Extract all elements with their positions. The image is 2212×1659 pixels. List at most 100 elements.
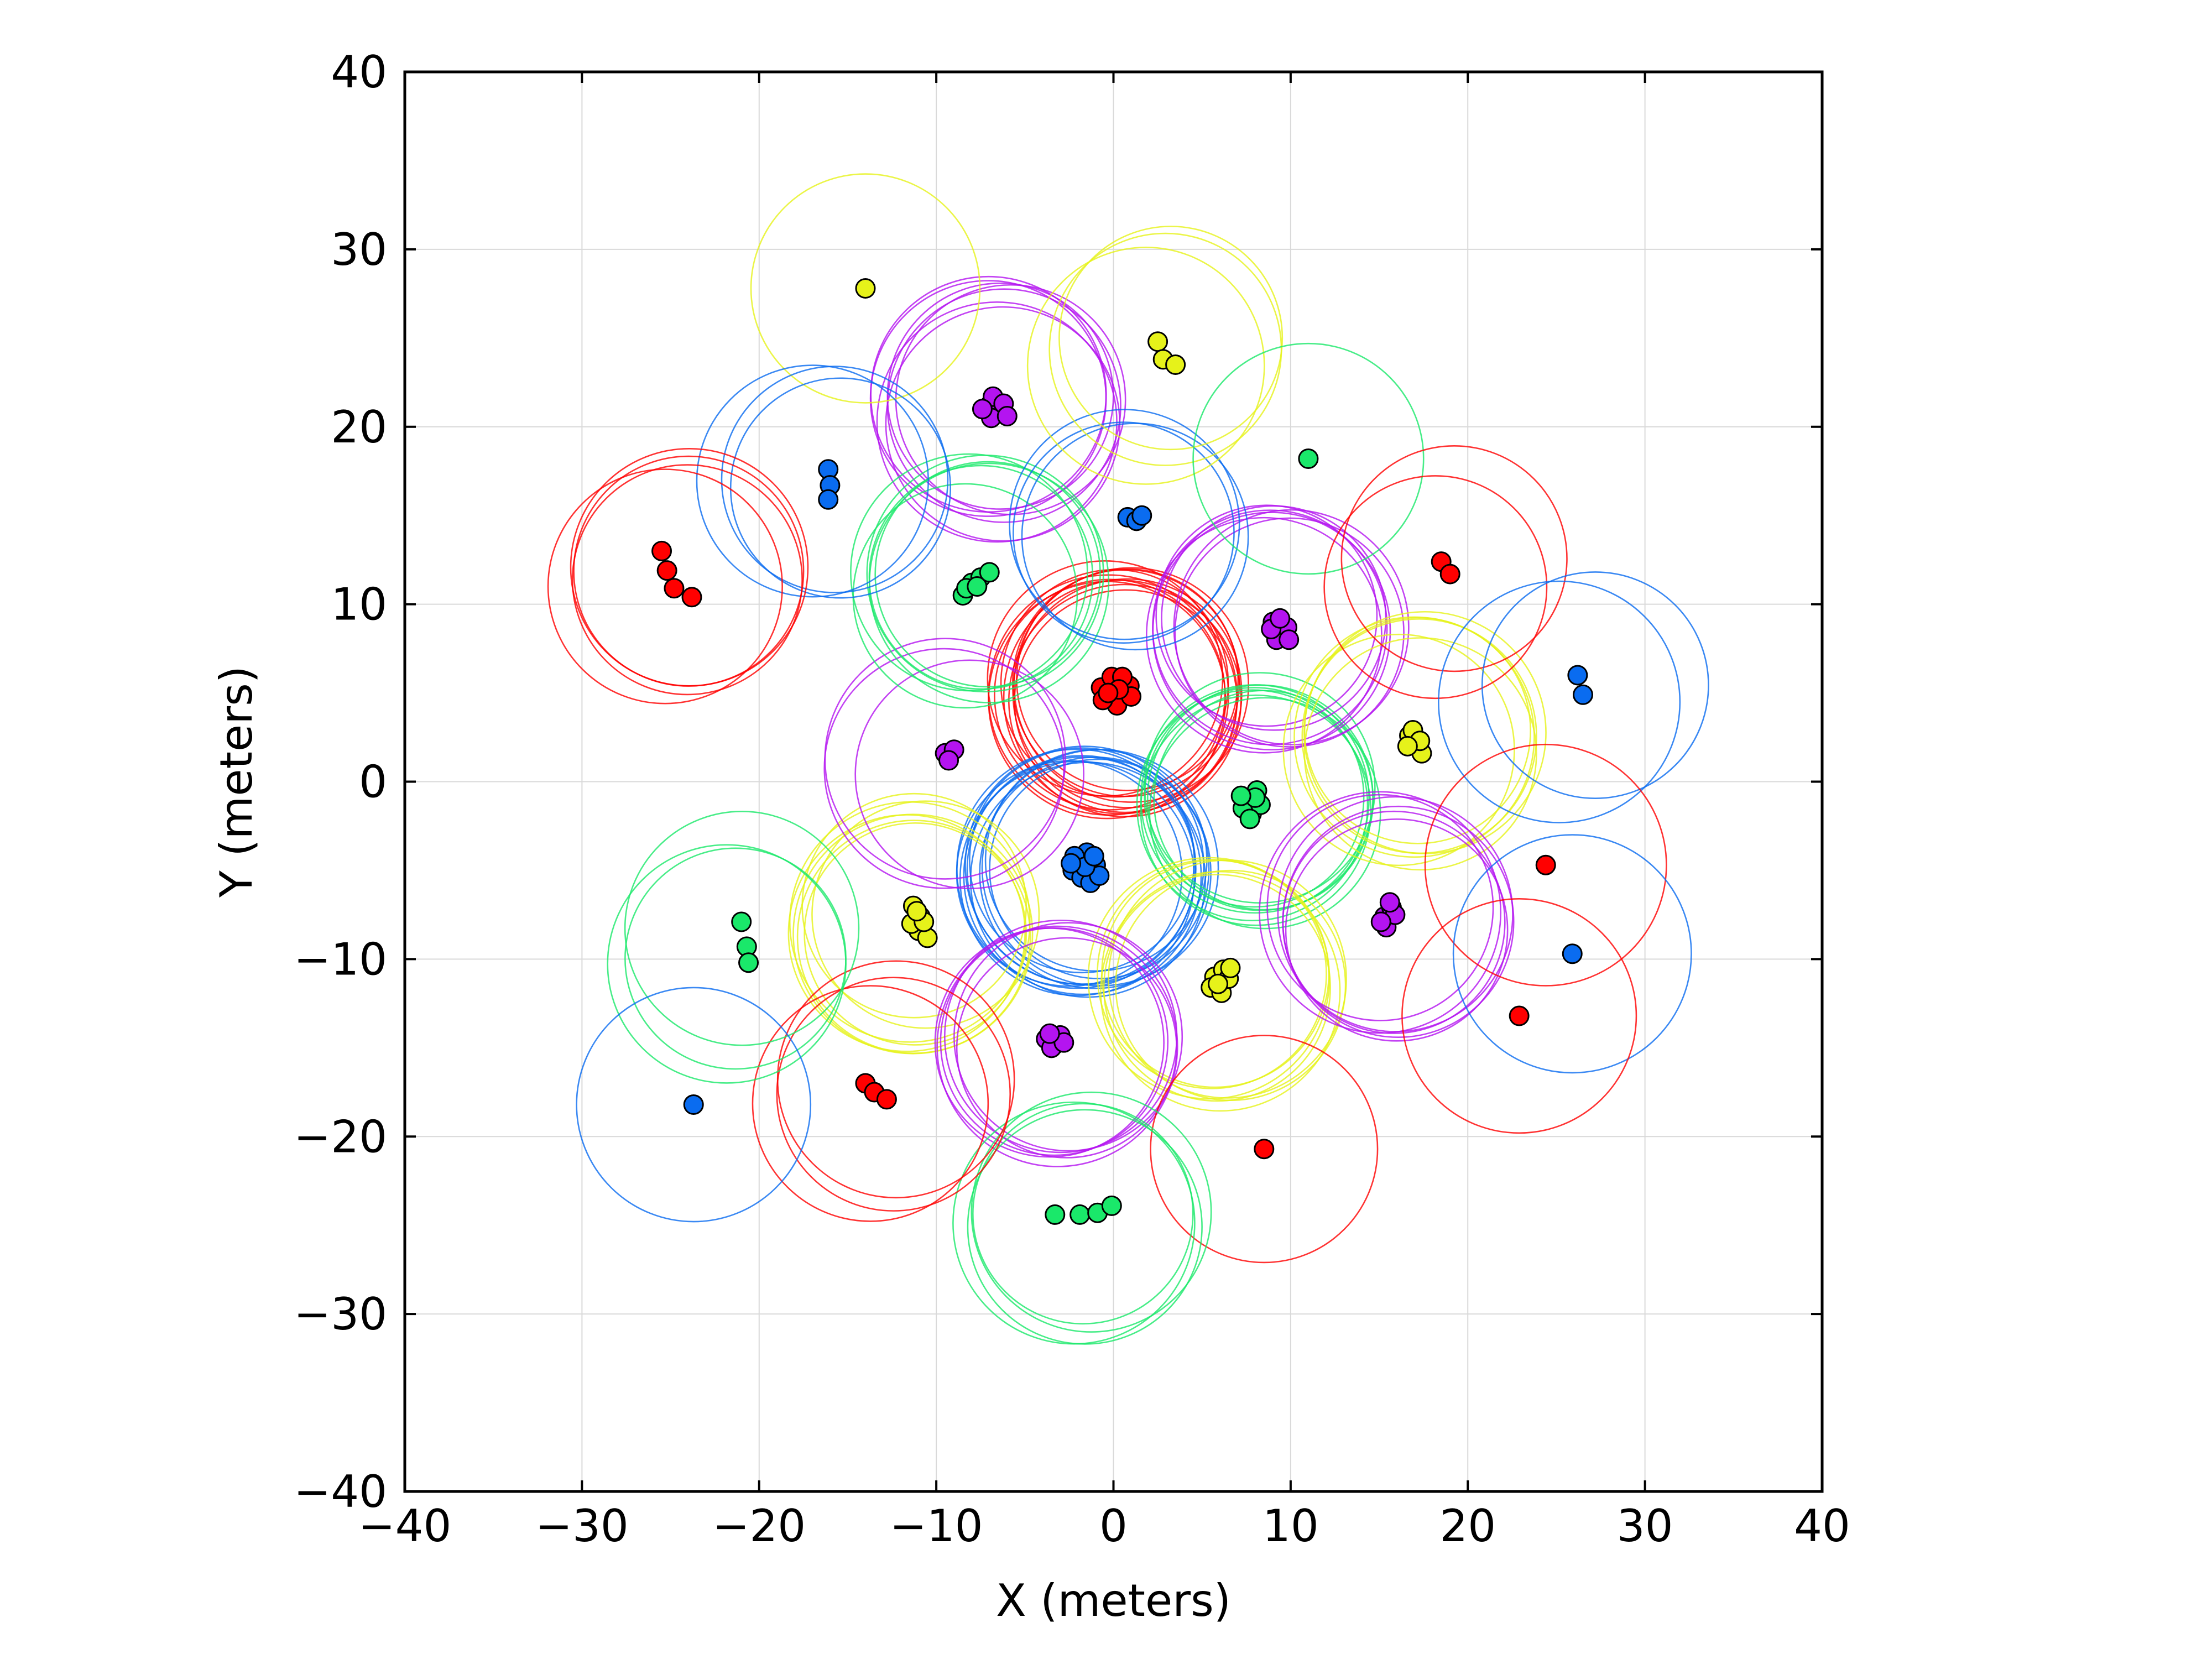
range-circle-red xyxy=(1150,1035,1379,1264)
point-blue xyxy=(1061,853,1082,874)
range-circle-red xyxy=(547,468,783,705)
x-tick-label: −20 xyxy=(712,1500,806,1552)
range-circle-purple xyxy=(956,937,1177,1159)
range-circle-red xyxy=(1323,475,1548,700)
point-red xyxy=(1098,682,1119,703)
y-tick-label: 30 xyxy=(331,224,387,275)
range-circle-red xyxy=(1424,743,1667,987)
range-circle-blue xyxy=(729,377,951,599)
point-green xyxy=(731,911,752,932)
range-circle-yellow xyxy=(1058,226,1284,451)
point-blue xyxy=(1083,846,1104,867)
range-circle-blue xyxy=(1009,409,1240,640)
point-red xyxy=(651,540,672,561)
y-tick-label: −10 xyxy=(294,933,387,985)
point-purple xyxy=(1379,892,1400,913)
point-purple xyxy=(1270,608,1291,629)
range-circle-green xyxy=(952,1101,1196,1345)
range-circle-yellow xyxy=(1097,858,1327,1089)
range-circle-purple xyxy=(936,925,1178,1167)
point-blue xyxy=(1567,665,1588,686)
range-circle-green xyxy=(1192,342,1425,575)
point-green xyxy=(738,952,759,973)
range-circle-red xyxy=(573,455,805,687)
y-axis-title: Y (meters) xyxy=(211,666,262,898)
range-circle-green xyxy=(972,1103,1194,1325)
range-circle-yellow xyxy=(1115,869,1347,1101)
range-circle-blue xyxy=(1481,571,1709,799)
range-circle-red xyxy=(776,977,1011,1212)
range-circle-purple xyxy=(1277,796,1514,1032)
point-red xyxy=(1509,1005,1530,1026)
point-green xyxy=(1298,448,1319,469)
range-circle-green xyxy=(1136,689,1369,921)
range-circle-yellow xyxy=(801,792,1027,1019)
range-circle-purple xyxy=(869,280,1107,517)
range-circle-green xyxy=(874,461,1101,688)
range-circle-green xyxy=(1146,684,1374,911)
range-circle-red xyxy=(1340,445,1568,672)
point-purple xyxy=(1039,1023,1060,1044)
range-circle-yellow xyxy=(1100,870,1341,1112)
range-circle-blue xyxy=(989,758,1210,979)
range-circle-yellow xyxy=(1303,637,1537,871)
range-circle-yellow xyxy=(1108,859,1347,1099)
y-tick-label: −30 xyxy=(294,1288,387,1340)
range-circle-red xyxy=(1401,898,1637,1134)
y-tick-label: 20 xyxy=(331,401,387,453)
x-tick-label: 40 xyxy=(1794,1500,1850,1552)
range-circle-yellow xyxy=(750,173,981,404)
point-blue xyxy=(683,1094,704,1115)
point-blue xyxy=(818,489,839,510)
point-green xyxy=(979,562,1000,583)
x-tick-label: −30 xyxy=(535,1500,629,1552)
range-circle-purple xyxy=(1282,810,1506,1034)
y-tick-label: −20 xyxy=(294,1111,387,1162)
range-circle-blue xyxy=(1438,580,1681,823)
point-green xyxy=(967,576,988,597)
range-circle-purple xyxy=(823,648,1065,889)
range-circle-green xyxy=(971,1091,1212,1333)
x-tick-label: 30 xyxy=(1617,1500,1673,1552)
data-points xyxy=(651,278,1593,1225)
point-red xyxy=(1254,1139,1275,1160)
point-yellow xyxy=(855,278,876,299)
range-circles xyxy=(547,173,1709,1345)
range-circle-purple xyxy=(1173,509,1410,745)
point-purple xyxy=(972,399,993,420)
range-circle-yellow xyxy=(1026,247,1265,485)
axis-ticks: −40 −30 −20 −10 0 10 20 30 40 −40 −30 −20 −10 0 10 20 30… xyxy=(294,46,1850,1552)
point-red xyxy=(1535,854,1556,875)
range-circle-yellow xyxy=(1301,618,1537,854)
x-tick-label: −40 xyxy=(358,1500,452,1552)
x-tick-label: 20 xyxy=(1439,1500,1496,1552)
range-circle-yellow xyxy=(1282,633,1515,867)
y-tick-label: 10 xyxy=(331,579,387,630)
point-red xyxy=(681,587,702,608)
y-tick-label: 40 xyxy=(331,46,387,98)
point-yellow xyxy=(1208,973,1229,994)
point-purple xyxy=(938,750,959,771)
range-circle-purple xyxy=(1152,512,1391,751)
range-circle-green xyxy=(866,454,1104,693)
x-tick-label: 0 xyxy=(1099,1500,1128,1552)
range-circle-yellow xyxy=(1293,616,1535,858)
range-circle-red xyxy=(776,960,1015,1199)
range-circle-purple xyxy=(1285,818,1509,1042)
range-circle-yellow xyxy=(1103,874,1331,1102)
point-purple xyxy=(1370,911,1391,932)
range-circle-blue xyxy=(696,364,929,598)
range-circle-green xyxy=(868,465,1094,690)
point-yellow xyxy=(1220,957,1241,978)
point-red xyxy=(656,560,677,581)
y-tick-label: 0 xyxy=(359,757,387,808)
point-blue xyxy=(1572,684,1593,705)
range-circle-blue xyxy=(964,745,1204,985)
x-axis-title: X (meters) xyxy=(996,1575,1231,1626)
range-circle-blue xyxy=(576,987,812,1223)
point-yellow xyxy=(906,901,927,922)
range-circle-purple xyxy=(1155,504,1378,727)
range-circle-red xyxy=(994,578,1226,811)
point-blue xyxy=(1562,943,1583,964)
range-circle-green xyxy=(1149,697,1381,930)
